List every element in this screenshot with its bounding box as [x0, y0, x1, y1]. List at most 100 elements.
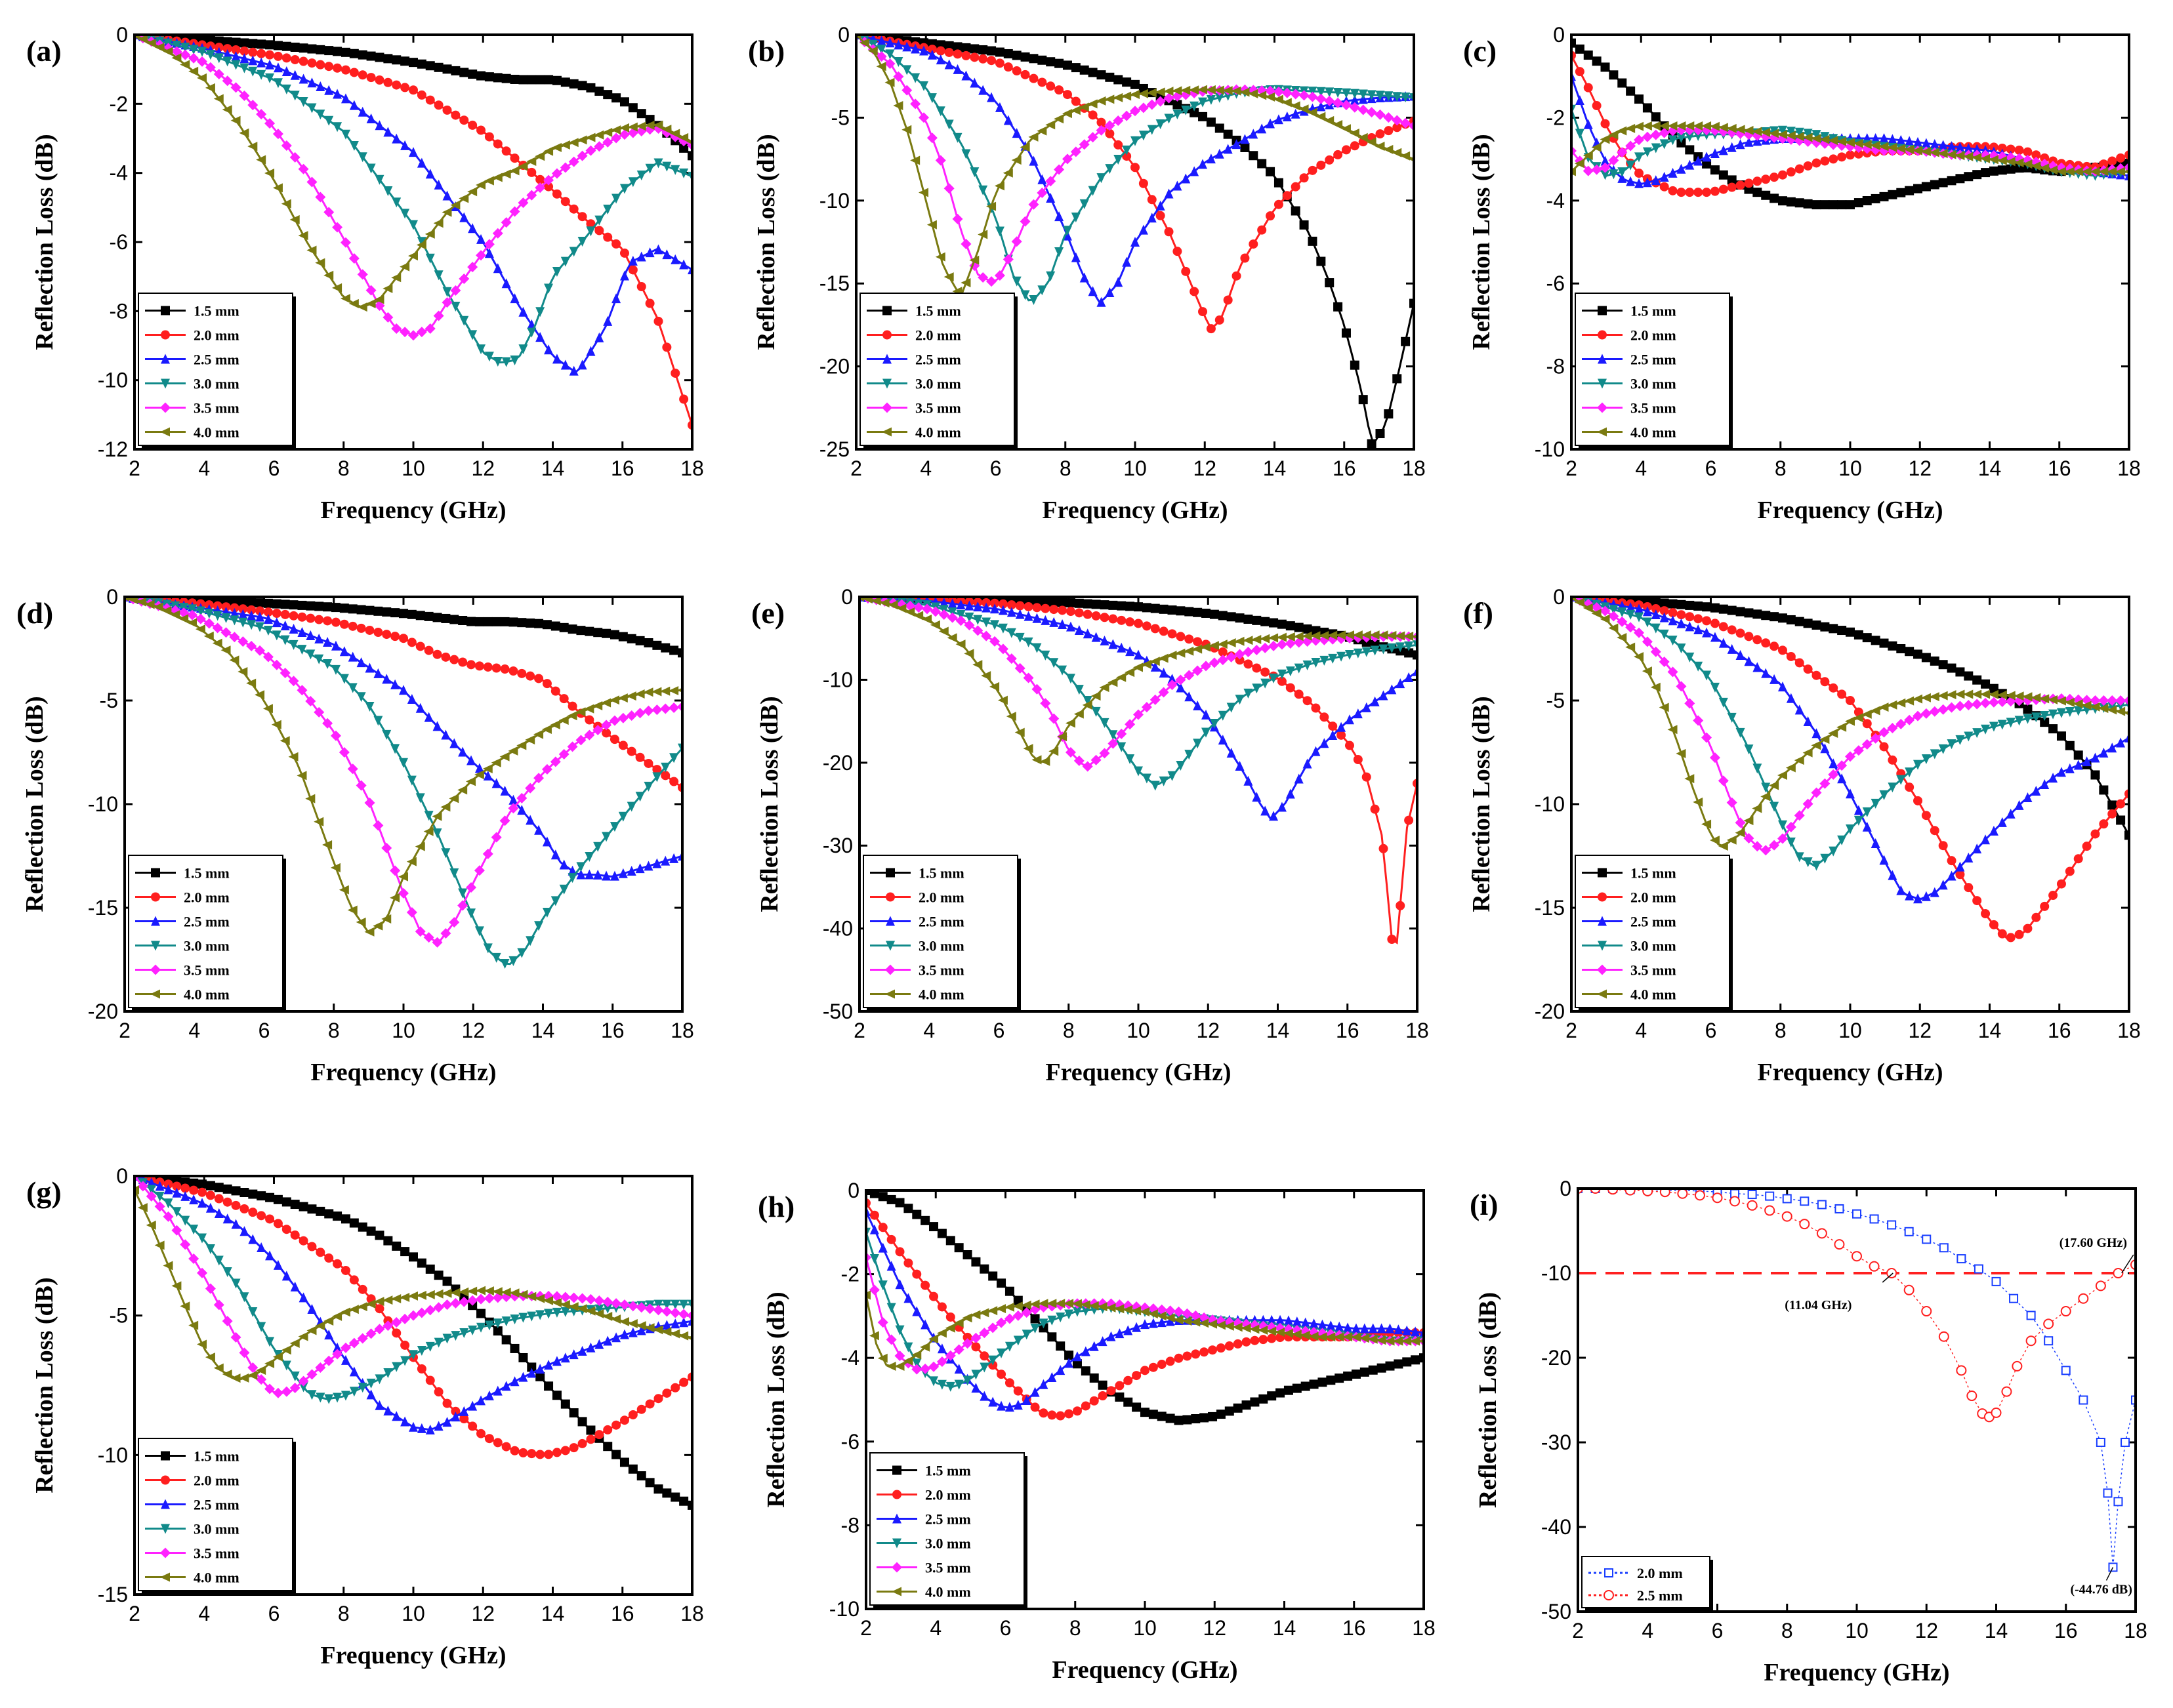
data-point — [1376, 1335, 1386, 1345]
data-point — [307, 1304, 317, 1314]
data-point — [986, 201, 997, 211]
data-point — [238, 636, 249, 647]
data-point — [653, 1305, 664, 1316]
data-point — [1625, 642, 1636, 652]
data-point — [1190, 166, 1199, 176]
data-point — [1064, 1409, 1074, 1419]
data-point — [1642, 147, 1652, 157]
data-point — [945, 1323, 955, 1333]
data-point — [290, 1230, 300, 1240]
data-point — [257, 57, 266, 68]
data-point — [230, 82, 241, 93]
series-2-5-mm — [135, 1176, 692, 1434]
data-point — [936, 1328, 947, 1338]
data-point — [1054, 114, 1064, 124]
data-point — [442, 105, 452, 115]
y-tick-label: -2 — [841, 1263, 859, 1286]
data-point — [1081, 1366, 1090, 1376]
data-point — [1575, 44, 1584, 54]
data-point — [1383, 144, 1394, 154]
data-point — [180, 1239, 191, 1250]
data-point — [246, 640, 257, 651]
data-point — [1829, 154, 1838, 164]
data-point — [349, 1366, 359, 1377]
data-point — [644, 121, 655, 131]
data-point — [1684, 121, 1695, 131]
data-point — [1702, 188, 1712, 197]
data-point — [1879, 855, 1889, 865]
data-point — [1744, 744, 1754, 755]
x-tick-label: 6 — [990, 457, 1002, 480]
data-point — [1088, 186, 1098, 196]
data-point — [442, 1288, 452, 1298]
data-point — [947, 598, 957, 609]
legend-marker — [1598, 306, 1607, 315]
data-point — [1056, 1312, 1066, 1323]
data-point — [231, 37, 241, 47]
data-point — [146, 1185, 156, 1195]
data-point — [1794, 658, 1804, 668]
data-point — [466, 777, 476, 786]
data-point — [1972, 170, 1982, 180]
data-point — [214, 1183, 224, 1192]
data-point — [1600, 134, 1610, 144]
data-point — [569, 204, 579, 214]
data-point — [450, 1297, 461, 1309]
data-point — [1302, 631, 1312, 641]
data-point — [231, 1219, 241, 1229]
data-point — [322, 840, 333, 850]
legend-label: 2.0 mm — [1630, 327, 1676, 344]
data-point — [552, 1356, 562, 1366]
data-point — [248, 1189, 258, 1199]
data-point — [1099, 683, 1109, 693]
x-tick-label: 4 — [923, 1019, 935, 1042]
data-point — [400, 1247, 410, 1257]
data-point — [912, 1358, 922, 1369]
data-point — [417, 1364, 426, 1373]
data-point — [1241, 1337, 1251, 1347]
data-point — [222, 37, 232, 47]
data-point — [483, 770, 493, 781]
data-point — [1837, 773, 1847, 784]
data-point — [457, 785, 468, 795]
data-point — [441, 848, 451, 859]
data-point — [885, 49, 895, 60]
data-point — [919, 45, 929, 56]
data-point — [1158, 687, 1169, 698]
data-point — [1277, 669, 1287, 680]
series-2-5-mm — [125, 597, 682, 881]
data-point — [323, 1355, 335, 1366]
data-point — [518, 306, 528, 317]
data-point — [197, 1339, 207, 1349]
data-point — [212, 638, 222, 648]
data-point — [2064, 167, 2075, 176]
data-point — [1659, 657, 1670, 668]
data-point — [1676, 748, 1686, 758]
data-point — [653, 244, 663, 254]
data-point — [634, 708, 646, 719]
data-point — [1184, 750, 1194, 760]
data-point — [1123, 1397, 1133, 1407]
data-point — [626, 691, 636, 701]
data-point — [1206, 117, 1216, 127]
data-point — [510, 356, 520, 366]
data-point — [1829, 200, 1838, 210]
data-point — [1718, 841, 1728, 851]
data-point — [1964, 852, 1974, 863]
data-point — [1071, 213, 1081, 223]
data-point — [594, 1304, 604, 1314]
data-point — [550, 756, 561, 767]
data-point — [2031, 785, 2041, 796]
data-point — [433, 1289, 444, 1299]
data-point — [1393, 1336, 1403, 1346]
data-point — [1308, 165, 1317, 175]
data-point — [670, 129, 680, 138]
data-point — [671, 368, 680, 378]
data-point — [527, 1362, 537, 1372]
data-point — [1140, 1319, 1149, 1330]
data-point — [163, 47, 173, 56]
data-point — [468, 1421, 478, 1431]
data-point — [484, 1286, 494, 1296]
legend-marker — [882, 354, 892, 364]
data-point — [1905, 136, 1914, 146]
